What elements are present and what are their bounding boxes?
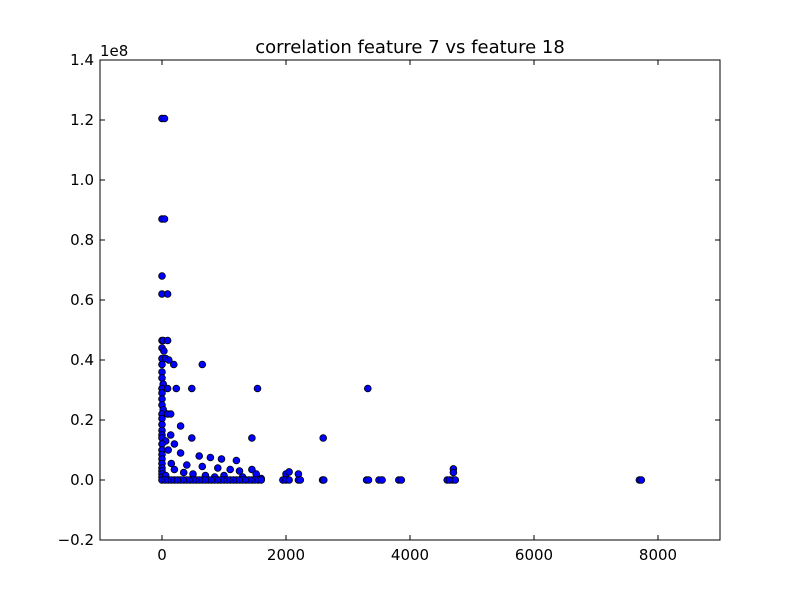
scatter-point — [637, 476, 646, 484]
scatter-point — [179, 468, 188, 477]
scatter-point — [160, 215, 169, 223]
y-tick-label: 1.0 — [70, 171, 94, 189]
x-tick-label: 0 — [157, 546, 167, 564]
scatter-point — [167, 459, 176, 468]
x-tick-label: 6000 — [515, 546, 553, 564]
scatter-point — [164, 446, 173, 454]
plot-frame — [99, 59, 721, 541]
scatter-point — [188, 384, 196, 393]
scatter-point — [170, 440, 179, 448]
x-tick-label: 8000 — [639, 546, 677, 564]
scatter-point — [296, 476, 305, 484]
scatter-point — [206, 453, 215, 462]
scatter-point — [285, 468, 293, 476]
scatter-point — [176, 422, 185, 430]
scatter-point — [319, 476, 328, 484]
scatter-point — [158, 374, 166, 382]
scatter-point — [363, 384, 372, 393]
y-offset-label: 1e8 — [100, 42, 128, 60]
y-tick-label: 0.2 — [70, 411, 94, 429]
scatter-point — [214, 464, 222, 472]
scatter-point — [170, 360, 178, 369]
scatter-point — [248, 465, 256, 474]
scatter-point — [165, 356, 173, 364]
scatter-point — [285, 476, 293, 484]
y-tick-label: 1.2 — [70, 111, 94, 129]
y-tick-label: 0.4 — [70, 351, 94, 369]
chart-title: correlation feature 7 vs feature 18 — [255, 37, 565, 58]
scatter-point — [166, 410, 175, 418]
scatter-point — [172, 384, 181, 393]
ticks-layer: 0 2000 4000 6000 8000 −0.2 0.0 0.2 0.4 0.6 0.8 1.0 1… — [58, 51, 720, 564]
scatter-point — [158, 360, 166, 369]
scatter-point — [160, 114, 169, 123]
x-tick-label: 2000 — [267, 546, 305, 564]
scatter-point — [226, 465, 235, 474]
y-tick-label: 0.0 — [70, 471, 94, 489]
scatter-point — [166, 431, 175, 439]
scatter-point — [232, 456, 241, 465]
points-layer — [158, 114, 646, 484]
scatter-point — [198, 360, 207, 369]
scatter-point — [217, 455, 226, 463]
scatter-point — [188, 434, 196, 442]
y-tick-label: 1.4 — [70, 51, 94, 69]
scatter-point — [451, 476, 460, 484]
scatter-point — [253, 384, 262, 393]
scatter-point — [449, 468, 458, 477]
scatter-point — [397, 476, 406, 484]
scatter-point — [319, 434, 328, 442]
y-tick-label: −0.2 — [58, 531, 94, 549]
x-tick-label: 4000 — [391, 546, 429, 564]
scatter-point — [176, 449, 185, 457]
scatter-point — [163, 336, 172, 345]
scatter-point — [160, 347, 168, 355]
scatter-point — [183, 461, 191, 469]
scatter-point — [198, 462, 207, 471]
scatter-point — [163, 384, 172, 393]
scatter-point — [158, 272, 166, 280]
y-tick-label: 0.6 — [70, 291, 94, 309]
scatter-point — [163, 290, 172, 298]
y-tick-label: 0.8 — [70, 231, 94, 249]
scatter-point — [364, 476, 373, 484]
scatter-point — [235, 467, 244, 475]
scatter-point — [195, 452, 204, 460]
scatter-point — [248, 434, 256, 442]
scatter-point — [170, 465, 179, 474]
scatter-point — [378, 476, 386, 484]
scatter-point — [257, 476, 266, 484]
